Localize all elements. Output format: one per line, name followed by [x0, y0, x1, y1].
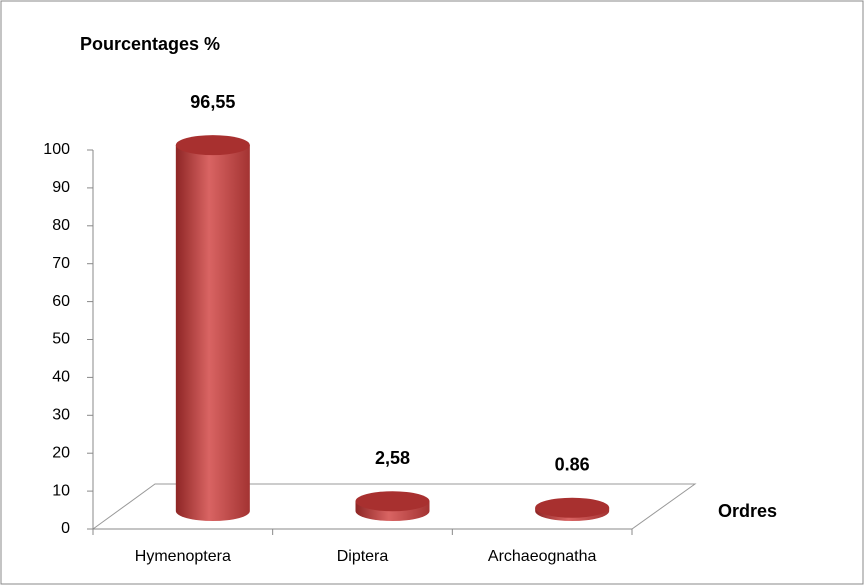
y-axis-title: Pourcentages % — [80, 34, 220, 54]
value-label: 0.86 — [555, 454, 590, 474]
y-tick-label: 40 — [52, 369, 70, 386]
y-tick-label: 80 — [52, 217, 70, 234]
x-tick-label: Diptera — [337, 548, 389, 565]
value-label: 2,58 — [375, 448, 410, 468]
y-tick-label: 100 — [43, 141, 70, 158]
x-tick-label: Archaeognatha — [488, 548, 597, 565]
bar — [175, 145, 250, 521]
y-tick-label: 60 — [52, 293, 70, 310]
x-axis-title: Ordres — [718, 501, 777, 521]
y-tick-label: 20 — [52, 444, 70, 461]
y-tick-label: 30 — [52, 407, 70, 424]
y-tick-label: 70 — [52, 255, 70, 272]
y-tick-label: 0 — [61, 520, 70, 537]
bar-top — [175, 135, 250, 156]
y-tick-label: 10 — [52, 482, 70, 499]
bar-top — [355, 491, 430, 512]
y-tick-label: 50 — [52, 331, 70, 348]
x-tick-label: Hymenoptera — [135, 548, 231, 565]
bar-top — [535, 497, 610, 518]
value-label: 96,55 — [190, 92, 235, 112]
y-tick-label: 90 — [52, 179, 70, 196]
